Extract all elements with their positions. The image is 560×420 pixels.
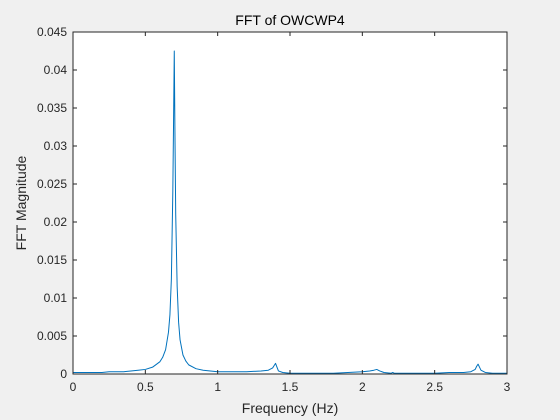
axes-background: [73, 32, 507, 374]
series-line: [73, 50, 507, 374]
y-tick-label: 0.025: [37, 177, 67, 191]
x-tick-label: 1: [214, 380, 221, 394]
y-tick-label: 0: [60, 367, 67, 381]
chart-title: FFT of OWCWP4: [235, 12, 345, 28]
y-axis: 0 0.005 0.01 0.015 0.02 0.025 0.03 0.035 0.04 0.0…: [37, 25, 507, 381]
y-tick-label: 0.01: [44, 291, 68, 305]
x-axis-label: Frequency (Hz): [242, 400, 338, 416]
x-tick-label: 2.5: [426, 380, 443, 394]
x-tick-label: 1.5: [282, 380, 299, 394]
y-tick-label: 0.035: [37, 101, 67, 115]
x-tick-label: 2: [359, 380, 366, 394]
x-tick-label: 3: [504, 380, 511, 394]
y-tick-label: 0.03: [44, 139, 68, 153]
y-tick-label: 0.015: [37, 253, 67, 267]
y-axis-label: FFT Magnitude: [13, 155, 29, 250]
plot-area: [73, 50, 507, 374]
y-tick-label: 0.005: [37, 329, 67, 343]
x-axis: 0 0.5 1 1.5 2 2.5 3: [70, 32, 511, 394]
y-tick-label: 0.02: [44, 215, 68, 229]
x-tick-label: 0: [70, 380, 77, 394]
y-tick-label: 0.045: [37, 25, 67, 39]
y-tick-label: 0.04: [44, 63, 68, 77]
x-tick-label: 0.5: [137, 380, 154, 394]
